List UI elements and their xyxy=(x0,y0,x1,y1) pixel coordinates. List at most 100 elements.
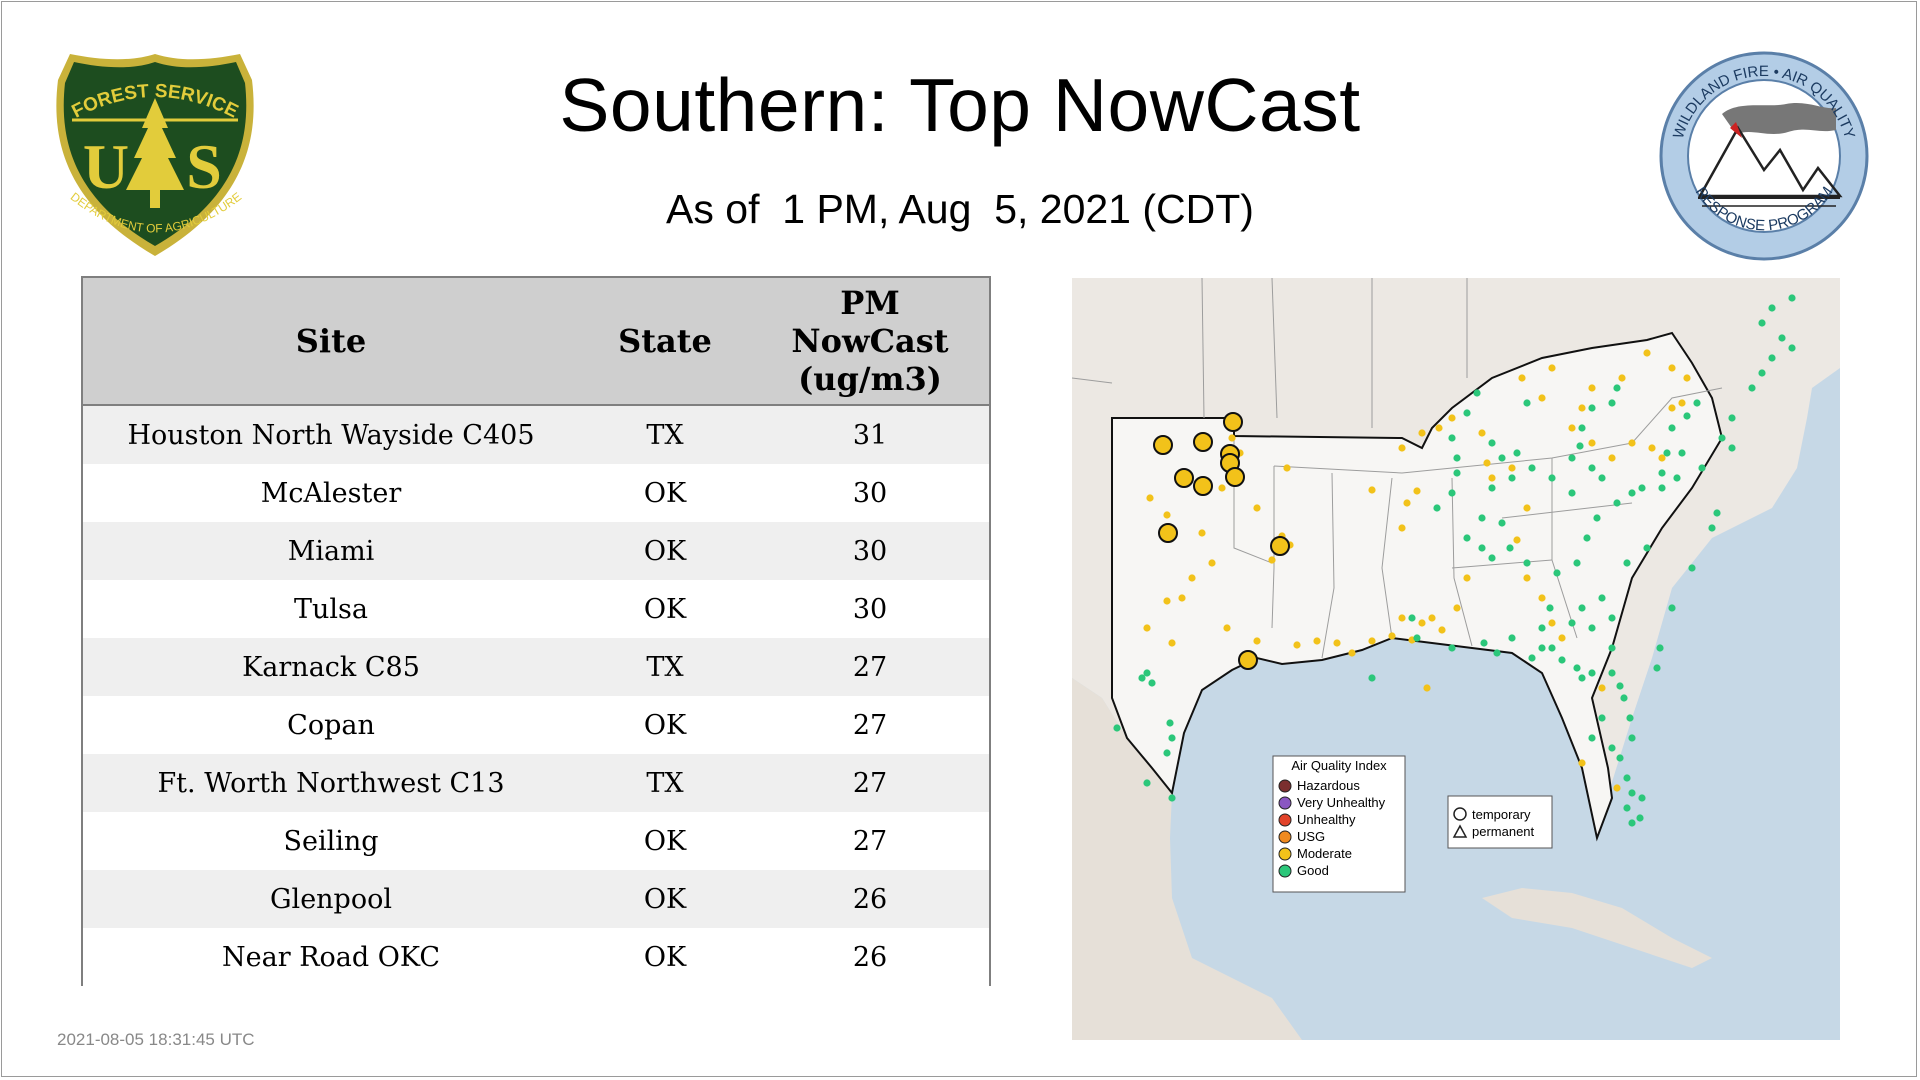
map-site-marker[interactable] xyxy=(1438,626,1446,634)
map-site-marker[interactable] xyxy=(1683,412,1691,420)
map-site-marker[interactable] xyxy=(1578,674,1586,682)
map-site-marker[interactable] xyxy=(1523,574,1531,582)
map-site-marker[interactable] xyxy=(1148,679,1156,687)
map-site-marker[interactable] xyxy=(1413,634,1421,642)
map-site-marker[interactable] xyxy=(1546,604,1554,612)
map-site-marker[interactable] xyxy=(1398,614,1406,622)
map-site-marker[interactable] xyxy=(1166,719,1174,727)
map-site-marker[interactable] xyxy=(1488,439,1496,447)
map-site-marker[interactable] xyxy=(1568,489,1576,497)
map-site-marker[interactable] xyxy=(1428,614,1436,622)
map-site-marker[interactable] xyxy=(1463,534,1471,542)
map-site-marker[interactable] xyxy=(1668,604,1676,612)
map-top-site-marker[interactable] xyxy=(1238,650,1258,670)
map-site-marker[interactable] xyxy=(1523,559,1531,567)
map-site-marker[interactable] xyxy=(1643,544,1651,552)
map-site-marker[interactable] xyxy=(1448,414,1456,422)
aqi-monitor-map[interactable]: Air Quality Index Hazardous Very Unhealth… xyxy=(1072,278,1840,1040)
map-site-marker[interactable] xyxy=(1398,524,1406,532)
map-site-marker[interactable] xyxy=(1608,399,1616,407)
map-site-marker[interactable] xyxy=(1418,619,1426,627)
map-site-marker[interactable] xyxy=(1628,789,1636,797)
map-top-site-marker[interactable] xyxy=(1158,523,1178,543)
map-site-marker[interactable] xyxy=(1608,744,1616,752)
map-top-site-marker[interactable] xyxy=(1193,476,1213,496)
map-site-marker[interactable] xyxy=(1163,511,1171,519)
map-site-marker[interactable] xyxy=(1163,597,1171,605)
map-site-marker[interactable] xyxy=(1648,444,1656,452)
map-site-marker[interactable] xyxy=(1598,594,1606,602)
map-site-marker[interactable] xyxy=(1518,374,1526,382)
map-site-marker[interactable] xyxy=(1768,304,1776,312)
map-site-marker[interactable] xyxy=(1143,779,1151,787)
map-site-marker[interactable] xyxy=(1658,454,1666,462)
map-site-marker[interactable] xyxy=(1506,544,1514,552)
map-site-marker[interactable] xyxy=(1398,444,1406,452)
map-site-marker[interactable] xyxy=(1656,644,1664,652)
map-site-marker[interactable] xyxy=(1483,459,1491,467)
map-site-marker[interactable] xyxy=(1713,509,1721,517)
map-site-marker[interactable] xyxy=(1388,632,1396,640)
map-site-marker[interactable] xyxy=(1573,664,1581,672)
map-site-marker[interactable] xyxy=(1618,374,1626,382)
map-site-marker[interactable] xyxy=(1758,369,1766,377)
map-site-marker[interactable] xyxy=(1688,564,1696,572)
map-site-marker[interactable] xyxy=(1608,614,1616,622)
map-site-marker[interactable] xyxy=(1188,574,1196,582)
map-site-marker[interactable] xyxy=(1748,384,1756,392)
map-site-marker[interactable] xyxy=(1663,449,1671,457)
map-site-marker[interactable] xyxy=(1673,474,1681,482)
map-top-site-marker[interactable] xyxy=(1225,467,1245,487)
map-site-marker[interactable] xyxy=(1168,734,1176,742)
map-top-site-marker[interactable] xyxy=(1270,536,1290,556)
map-site-marker[interactable] xyxy=(1588,624,1596,632)
map-site-marker[interactable] xyxy=(1553,569,1561,577)
map-site-marker[interactable] xyxy=(1538,644,1546,652)
map-site-marker[interactable] xyxy=(1508,474,1516,482)
map-site-marker[interactable] xyxy=(1608,644,1616,652)
map-site-marker[interactable] xyxy=(1578,404,1586,412)
map-site-marker[interactable] xyxy=(1548,474,1556,482)
map-site-marker[interactable] xyxy=(1628,489,1636,497)
map-site-marker[interactable] xyxy=(1548,644,1556,652)
map-site-marker[interactable] xyxy=(1613,784,1621,792)
map-site-marker[interactable] xyxy=(1403,499,1411,507)
map-site-marker[interactable] xyxy=(1638,484,1646,492)
map-site-marker[interactable] xyxy=(1178,594,1186,602)
map-site-marker[interactable] xyxy=(1623,559,1631,567)
map-site-marker[interactable] xyxy=(1480,639,1488,647)
map-site-marker[interactable] xyxy=(1478,544,1486,552)
map-site-marker[interactable] xyxy=(1608,669,1616,677)
map-site-marker[interactable] xyxy=(1523,399,1531,407)
map-site-marker[interactable] xyxy=(1223,624,1231,632)
map-site-marker[interactable] xyxy=(1218,484,1226,492)
map-site-marker[interactable] xyxy=(1588,734,1596,742)
map-site-marker[interactable] xyxy=(1616,754,1624,762)
map-site-marker[interactable] xyxy=(1313,637,1321,645)
map-site-marker[interactable] xyxy=(1588,439,1596,447)
map-site-marker[interactable] xyxy=(1463,574,1471,582)
map-site-marker[interactable] xyxy=(1168,639,1176,647)
map-site-marker[interactable] xyxy=(1638,794,1646,802)
map-site-marker[interactable] xyxy=(1668,404,1676,412)
map-site-marker[interactable] xyxy=(1573,559,1581,567)
map-site-marker[interactable] xyxy=(1538,394,1546,402)
map-site-marker[interactable] xyxy=(1623,774,1631,782)
map-site-marker[interactable] xyxy=(1568,454,1576,462)
map-site-marker[interactable] xyxy=(1433,504,1441,512)
map-site-marker[interactable] xyxy=(1488,484,1496,492)
map-site-marker[interactable] xyxy=(1678,449,1686,457)
map-site-marker[interactable] xyxy=(1593,514,1601,522)
map-site-marker[interactable] xyxy=(1558,656,1566,664)
map-site-marker[interactable] xyxy=(1448,434,1456,442)
map-site-marker[interactable] xyxy=(1576,442,1584,450)
map-site-marker[interactable] xyxy=(1608,454,1616,462)
map-site-marker[interactable] xyxy=(1588,384,1596,392)
map-site-marker[interactable] xyxy=(1513,536,1521,544)
map-site-marker[interactable] xyxy=(1788,294,1796,302)
map-site-marker[interactable] xyxy=(1683,374,1691,382)
map-site-marker[interactable] xyxy=(1698,464,1706,472)
map-site-marker[interactable] xyxy=(1423,684,1431,692)
map-site-marker[interactable] xyxy=(1198,529,1206,537)
map-site-marker[interactable] xyxy=(1333,639,1341,647)
